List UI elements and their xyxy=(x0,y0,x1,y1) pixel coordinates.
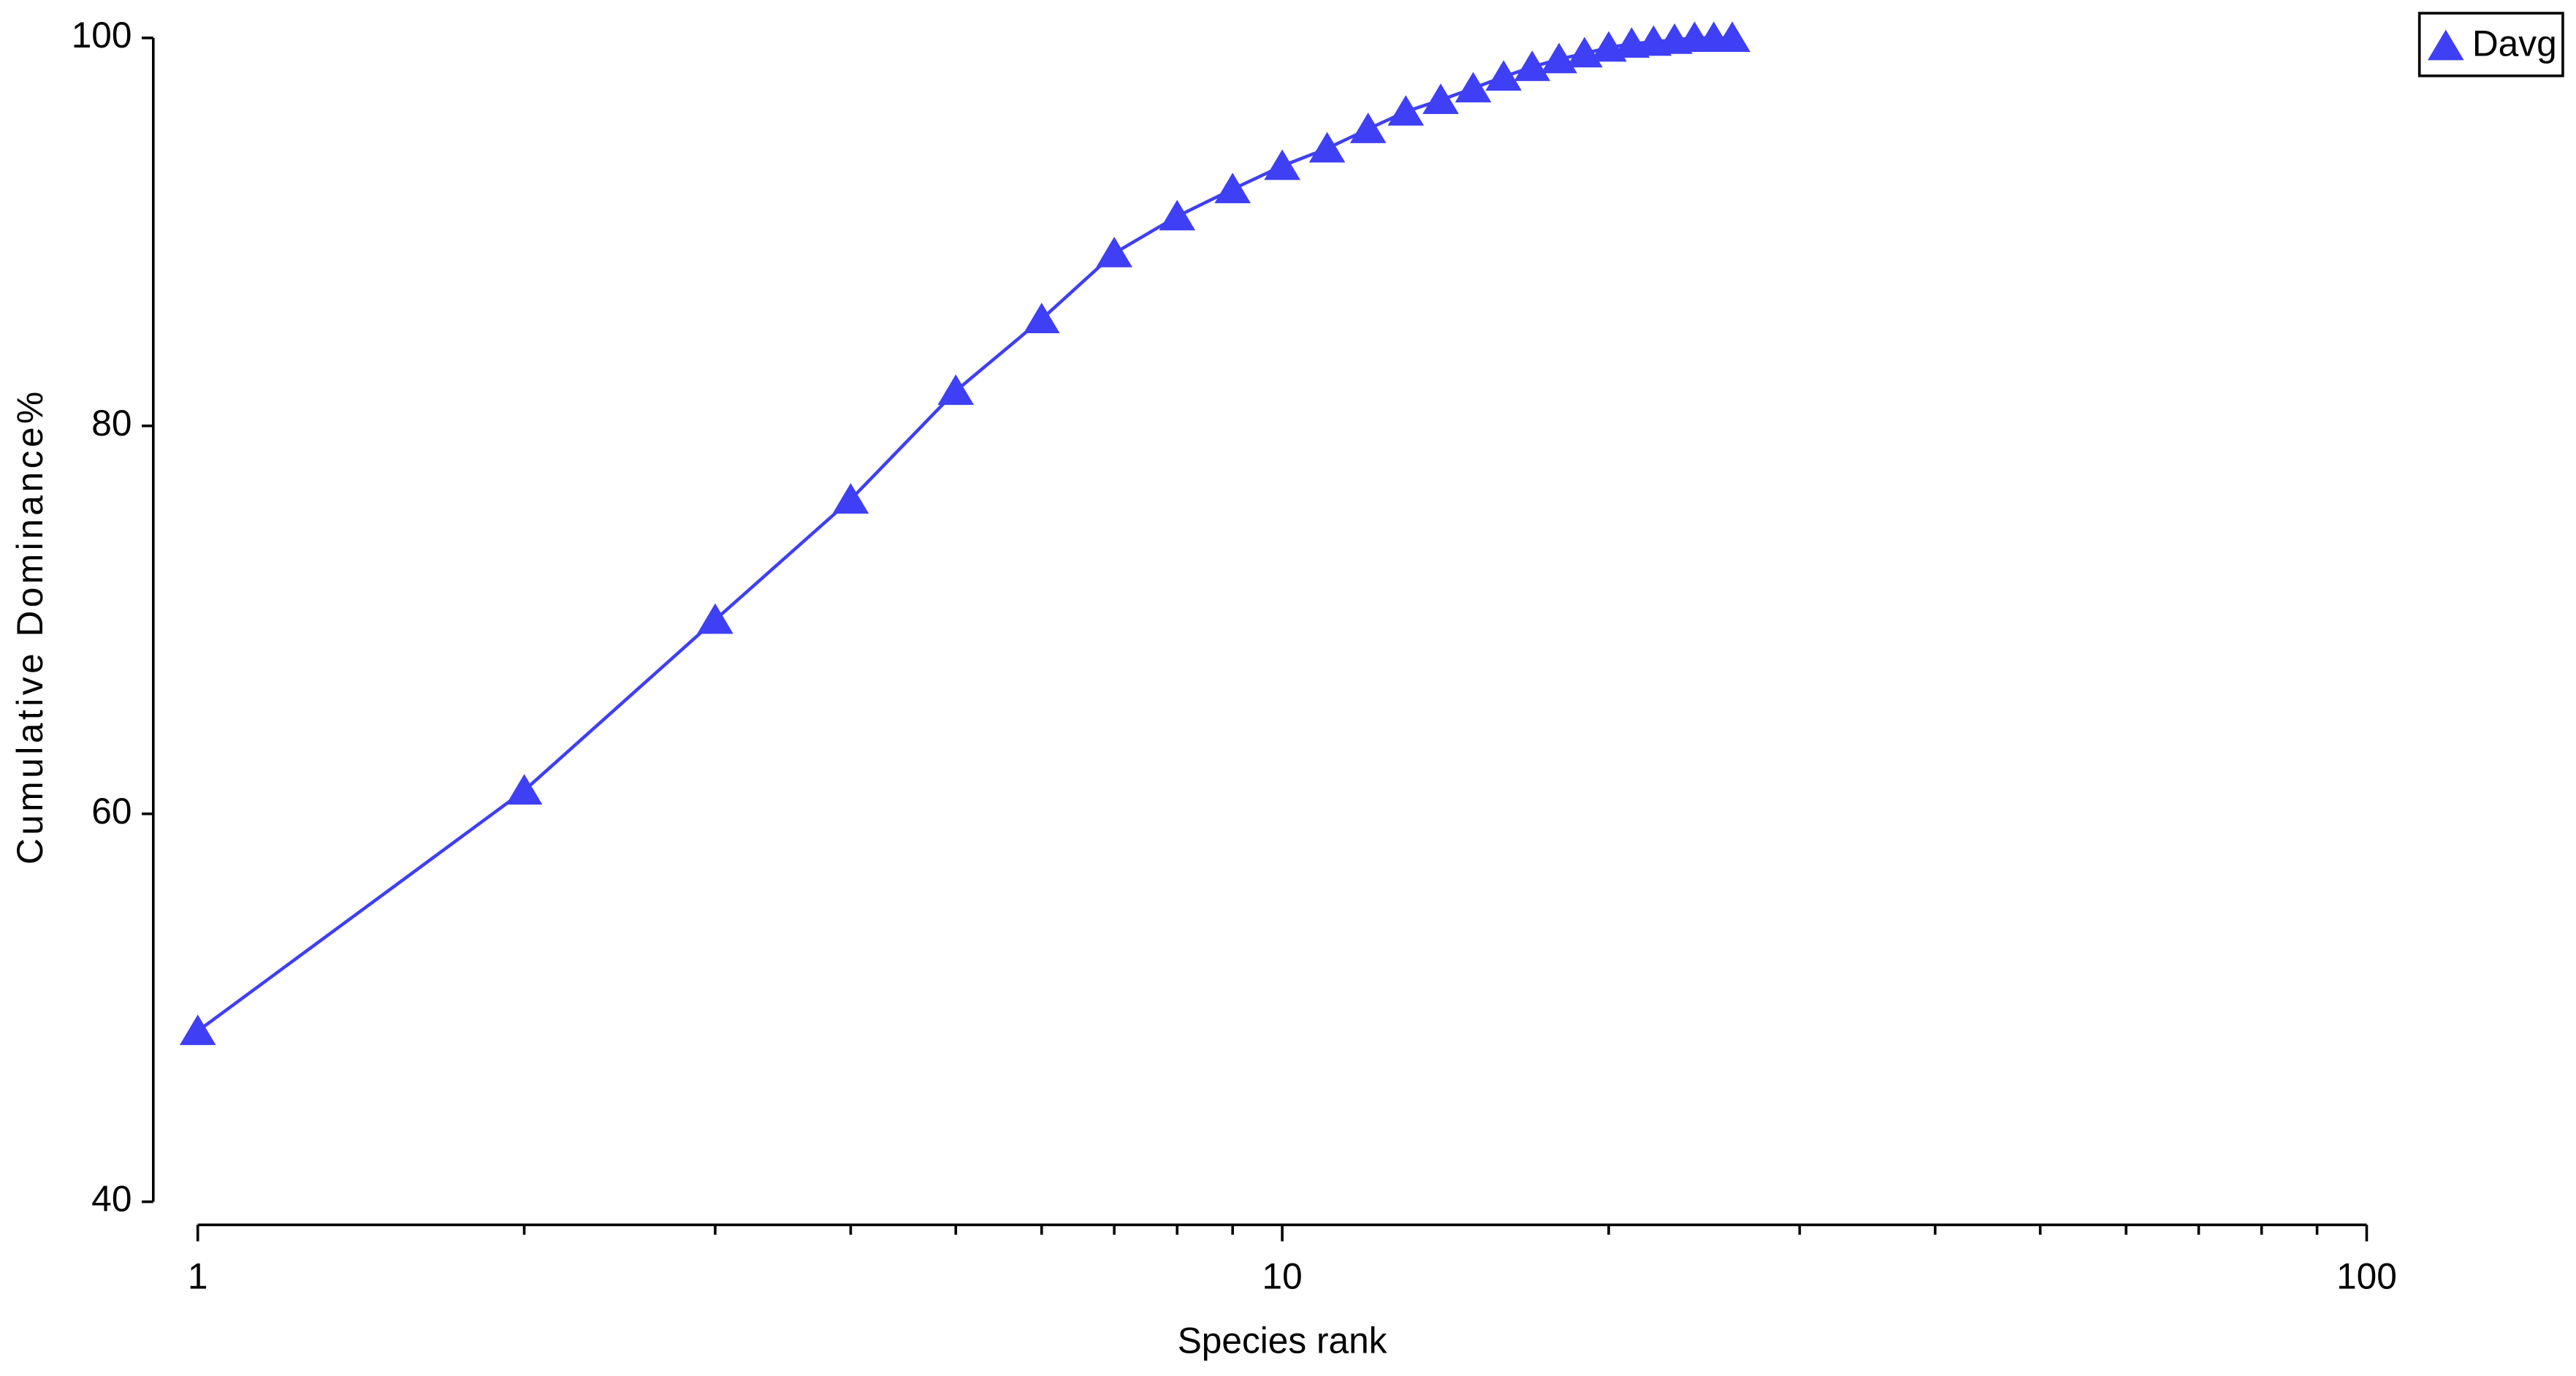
marker xyxy=(1514,50,1550,81)
legend-label: Davg xyxy=(2472,23,2557,64)
marker xyxy=(1422,83,1459,115)
marker xyxy=(1455,72,1492,103)
marker xyxy=(1387,95,1425,126)
y-tick-label: 80 xyxy=(91,403,132,444)
marker xyxy=(1308,132,1346,163)
marker xyxy=(1714,21,1750,53)
x-axis-title: Species rank xyxy=(1178,1320,1387,1361)
y-tick-label: 100 xyxy=(72,15,132,56)
marker xyxy=(1214,172,1251,204)
marker xyxy=(1264,149,1300,180)
marker xyxy=(832,483,869,514)
marker xyxy=(179,1014,216,1046)
series-line xyxy=(197,36,1733,1033)
x-tick-label: 1 xyxy=(188,1256,208,1297)
y-axis-title: Cumulative Dominance% xyxy=(9,388,50,864)
x-tick-label: 100 xyxy=(2336,1256,2397,1297)
marker xyxy=(937,374,975,406)
y-tick-label: 60 xyxy=(91,791,132,832)
marker xyxy=(1096,236,1132,267)
x-tick-label: 10 xyxy=(1262,1256,1303,1297)
legend-marker xyxy=(2427,29,2464,61)
marker xyxy=(1023,303,1060,333)
marker xyxy=(1159,199,1196,231)
marker xyxy=(506,774,543,805)
marker xyxy=(1349,113,1387,143)
marker xyxy=(1485,60,1522,91)
y-tick-label: 40 xyxy=(91,1179,132,1220)
marker xyxy=(697,603,733,634)
